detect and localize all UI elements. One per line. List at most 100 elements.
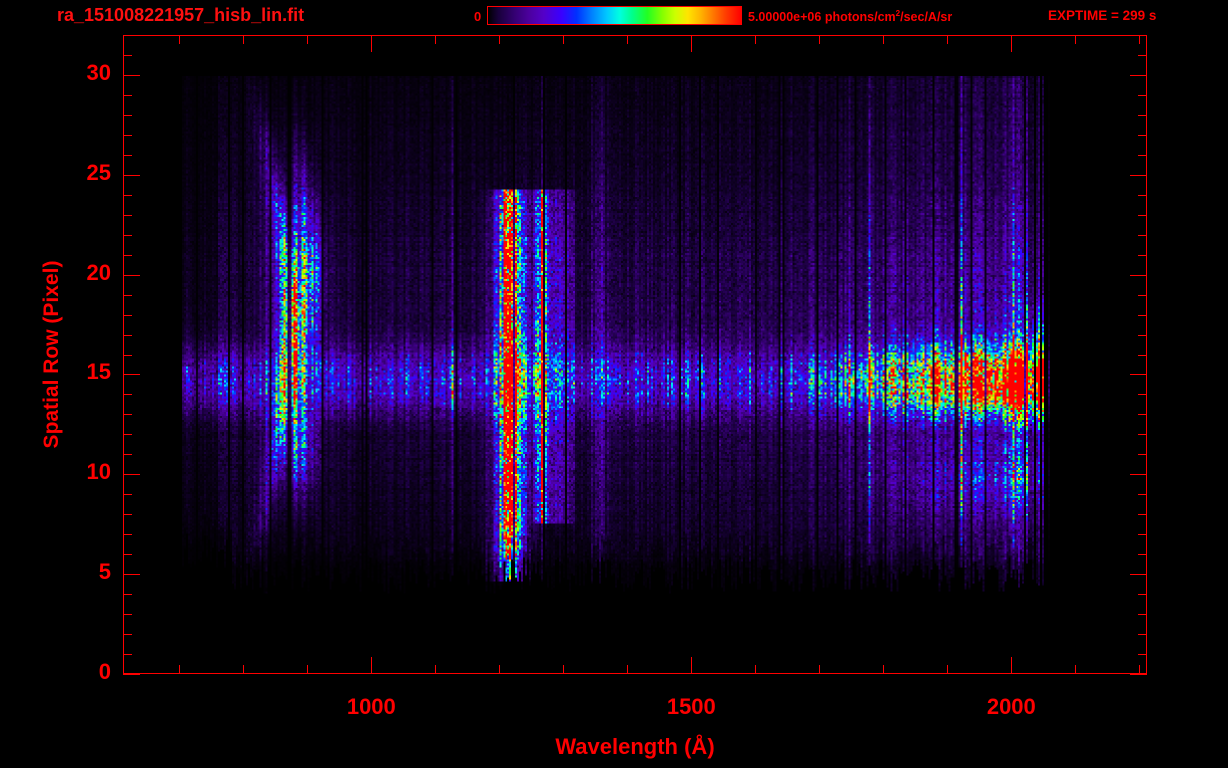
tick-mark: [1138, 514, 1147, 515]
tick-mark: [1138, 215, 1147, 216]
y-tick-label: 30: [86, 59, 111, 85]
tick-mark: [627, 665, 628, 674]
tick-mark: [243, 35, 244, 44]
tick-mark: [123, 35, 132, 36]
tick-mark: [123, 55, 132, 56]
colorbar-gradient: [488, 7, 741, 24]
tick-mark: [1138, 594, 1147, 595]
tick-mark: [123, 135, 132, 136]
tick-mark: [123, 634, 132, 635]
tick-mark: [1139, 665, 1140, 674]
plot-frame: [123, 35, 1147, 674]
y-tick-label: 15: [86, 359, 111, 385]
tick-mark: [1138, 434, 1147, 435]
tick-mark: [307, 665, 308, 674]
tick-mark: [1138, 335, 1147, 336]
tick-mark: [947, 665, 948, 674]
tick-mark: [1130, 574, 1147, 575]
tick-mark: [1138, 534, 1147, 535]
tick-mark: [1138, 235, 1147, 236]
tick-mark: [1130, 275, 1147, 276]
tick-mark: [1130, 374, 1147, 375]
tick-mark: [123, 594, 132, 595]
tick-mark: [883, 35, 884, 44]
colorbar-min-label: 0: [474, 9, 482, 24]
x-axis-title: Wavelength (Å): [555, 734, 715, 759]
y-tick-label: 25: [86, 159, 111, 185]
tick-mark: [1138, 494, 1147, 495]
tick-mark: [1138, 255, 1147, 256]
tick-mark: [123, 315, 132, 316]
tick-mark: [755, 665, 756, 674]
tick-mark: [755, 35, 756, 44]
tick-mark: [123, 335, 132, 336]
tick-mark: [179, 665, 180, 674]
x-tick-label: 1000: [346, 694, 396, 719]
tick-mark: [1011, 657, 1012, 674]
tick-mark: [1138, 554, 1147, 555]
colorbar-units-prefix: photons/cm: [824, 10, 896, 25]
tick-mark: [435, 35, 436, 44]
tick-mark: [1138, 115, 1147, 116]
tick-mark: [819, 35, 820, 44]
tick-mark: [307, 35, 308, 44]
y-tick-label: 0: [98, 659, 111, 684]
tick-mark: [1130, 175, 1147, 176]
tick-mark: [883, 665, 884, 674]
tick-mark: [1130, 474, 1147, 475]
colorbar-max-label: 5.00000e+06 photons/cm2/sec/A/sr: [748, 9, 952, 24]
tick-mark: [123, 175, 140, 176]
tick-mark: [123, 494, 132, 495]
tick-mark: [123, 414, 132, 415]
tick-mark: [1138, 634, 1147, 635]
tick-mark: [1130, 674, 1147, 675]
tick-mark: [123, 514, 132, 515]
tick-mark: [563, 665, 564, 674]
tick-mark: [123, 215, 132, 216]
tick-mark: [123, 374, 140, 375]
y-tick-label: 20: [86, 259, 111, 285]
tick-mark: [499, 665, 500, 674]
tick-mark: [499, 35, 500, 44]
tick-mark: [123, 295, 132, 296]
tick-mark: [123, 574, 140, 575]
tick-mark: [435, 665, 436, 674]
tick-mark: [1011, 35, 1012, 52]
tick-mark: [371, 657, 372, 674]
tick-mark: [1138, 135, 1147, 136]
exposure-time-label: EXPTIME = 299 s: [1048, 8, 1157, 23]
tick-mark: [123, 654, 132, 655]
tick-mark: [179, 35, 180, 44]
tick-mark: [123, 235, 132, 236]
tick-mark: [123, 674, 140, 675]
spectrogram-image: [124, 36, 1146, 673]
tick-mark: [1138, 355, 1147, 356]
tick-mark: [123, 155, 132, 156]
tick-mark: [1075, 665, 1076, 674]
tick-mark: [1138, 35, 1147, 36]
tick-mark: [1138, 315, 1147, 316]
tick-mark: [1138, 414, 1147, 415]
tick-mark: [243, 665, 244, 674]
tick-mark: [123, 434, 132, 435]
tick-mark: [627, 35, 628, 44]
tick-mark: [123, 554, 132, 555]
tick-mark: [819, 665, 820, 674]
tick-mark: [1138, 95, 1147, 96]
tick-mark: [1138, 155, 1147, 156]
tick-mark: [123, 614, 132, 615]
y-tick-label: 10: [86, 459, 111, 485]
tick-mark: [123, 474, 140, 475]
tick-mark: [123, 454, 132, 455]
tick-mark: [123, 115, 132, 116]
tick-mark: [1139, 35, 1140, 44]
tick-mark: [123, 195, 132, 196]
tick-mark: [123, 75, 140, 76]
page-title: ra_151008221957_hisb_lin.fit: [57, 5, 305, 25]
tick-mark: [947, 35, 948, 44]
tick-mark: [1138, 195, 1147, 196]
tick-mark: [123, 255, 132, 256]
y-axis-title: Spatial Row (Pixel): [40, 260, 63, 449]
tick-mark: [123, 394, 132, 395]
tick-mark: [691, 657, 692, 674]
